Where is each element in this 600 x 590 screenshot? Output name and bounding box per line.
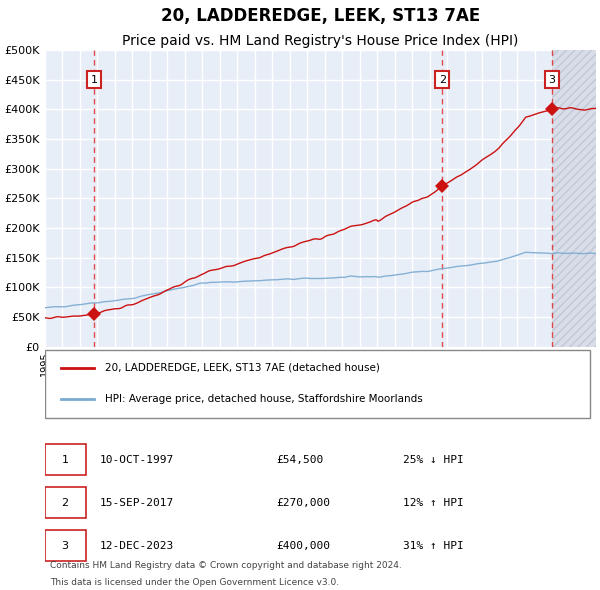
Text: 1: 1	[91, 74, 98, 84]
Text: 12-DEC-2023: 12-DEC-2023	[100, 541, 174, 551]
Text: This data is licensed under the Open Government Licence v3.0.: This data is licensed under the Open Gov…	[50, 578, 339, 588]
Text: £54,500: £54,500	[276, 454, 323, 464]
Text: 2: 2	[439, 74, 446, 84]
Text: £270,000: £270,000	[276, 498, 330, 508]
Text: 25% ↓ HPI: 25% ↓ HPI	[403, 454, 464, 464]
Text: 15-SEP-2017: 15-SEP-2017	[100, 498, 174, 508]
Text: 3: 3	[548, 74, 556, 84]
Text: 20, LADDEREDGE, LEEK, ST13 7AE (detached house): 20, LADDEREDGE, LEEK, ST13 7AE (detached…	[105, 363, 380, 372]
Text: Price paid vs. HM Land Registry's House Price Index (HPI): Price paid vs. HM Land Registry's House …	[122, 34, 518, 48]
Text: £400,000: £400,000	[276, 541, 330, 551]
Text: 3: 3	[61, 541, 68, 551]
Text: HPI: Average price, detached house, Staffordshire Moorlands: HPI: Average price, detached house, Staf…	[105, 394, 423, 404]
Text: 20, LADDEREDGE, LEEK, ST13 7AE: 20, LADDEREDGE, LEEK, ST13 7AE	[161, 6, 480, 25]
Text: 1: 1	[61, 454, 68, 464]
Text: 12% ↑ HPI: 12% ↑ HPI	[403, 498, 464, 508]
FancyBboxPatch shape	[44, 487, 86, 518]
Text: Contains HM Land Registry data © Crown copyright and database right 2024.: Contains HM Land Registry data © Crown c…	[50, 562, 402, 571]
FancyBboxPatch shape	[44, 530, 86, 561]
FancyBboxPatch shape	[44, 350, 590, 418]
Text: 10-OCT-1997: 10-OCT-1997	[100, 454, 174, 464]
Text: 31% ↑ HPI: 31% ↑ HPI	[403, 541, 464, 551]
FancyBboxPatch shape	[44, 444, 86, 475]
Text: 2: 2	[61, 498, 68, 508]
